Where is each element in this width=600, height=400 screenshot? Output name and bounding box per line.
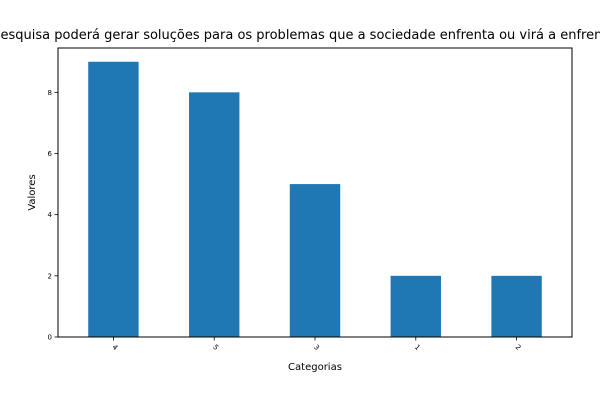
bar-4 — [88, 61, 139, 338]
y-tick-label: 6 — [48, 150, 53, 158]
x-tick-label: 4 — [110, 343, 119, 352]
y-tick-label: 8 — [48, 89, 52, 97]
y-axis-label: Valores — [27, 174, 38, 210]
x-axis-label: Categorias — [288, 362, 342, 373]
y-tick-label: 0 — [48, 334, 52, 342]
bars-layer — [88, 61, 542, 338]
y-tick-label: 2 — [48, 272, 52, 280]
x-axis: 4 5 3 1 2 — [110, 337, 522, 352]
x-tick-label: 1 — [413, 343, 422, 352]
x-tick-label: 5 — [211, 343, 220, 352]
bar-5 — [189, 92, 240, 337]
bar-3 — [289, 184, 341, 337]
bar-1 — [390, 275, 441, 337]
y-axis: 0 2 4 6 8 — [48, 89, 58, 342]
chart-title: A pesquisa poderá gerar soluções para os… — [0, 28, 600, 43]
bar-2 — [491, 275, 542, 337]
x-tick-label: 2 — [514, 343, 523, 352]
y-tick-label: 4 — [48, 211, 53, 219]
x-tick-label: 3 — [312, 343, 321, 352]
plot-frame — [57, 47, 573, 338]
